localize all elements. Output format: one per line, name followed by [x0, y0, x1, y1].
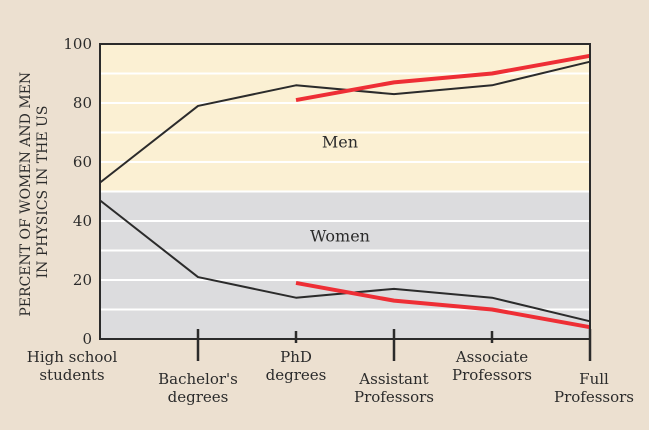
y-tick-label: 0: [82, 330, 92, 348]
y-tick-label: 20: [73, 271, 92, 289]
x-tick-label: Assistant Professors: [354, 370, 434, 406]
series-line-3: [295, 280, 591, 330]
x-tick-label: Associate Professors: [452, 348, 532, 384]
y-tick-label: 40: [73, 212, 92, 230]
men-region-label: Men: [322, 132, 358, 151]
gridlines: [100, 72, 590, 311]
y-tick-label: 100: [63, 35, 92, 53]
x-tick-label: PhD degrees: [266, 348, 327, 384]
x-tick-label: Full Professors: [554, 370, 634, 406]
x-axis: High school students Bachelor's degrees PhD d…: [27, 329, 634, 406]
y-tick-label: 60: [73, 153, 92, 171]
x-tick-label: High school students: [27, 348, 118, 384]
women-region-label: Women: [310, 227, 370, 246]
series-line-2: [295, 53, 591, 103]
y-axis-label: PERCENT OF WOMEN AND MEN IN PHYSICS IN T…: [18, 67, 51, 316]
series-lines: [99, 53, 591, 330]
y-tick-label: 80: [73, 94, 92, 112]
plot-frame: [99, 43, 591, 340]
women-region: [100, 191, 590, 339]
x-tick-label: Bachelor's degrees: [158, 370, 238, 406]
y-axis: 0 20 40 60 80 100: [63, 35, 92, 348]
men-region: [100, 44, 590, 192]
